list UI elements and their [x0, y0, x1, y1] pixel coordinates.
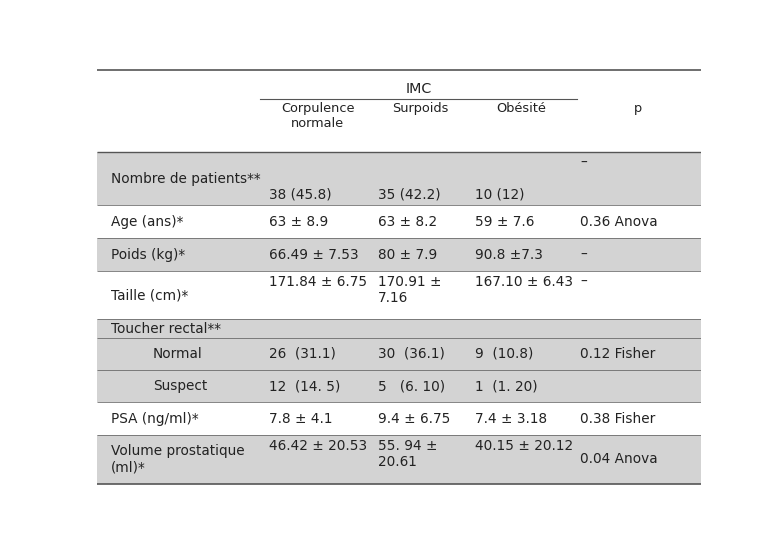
Text: 40.15 ± 20.12: 40.15 ± 20.12 [474, 438, 573, 453]
Text: 63 ± 8.2: 63 ± 8.2 [378, 215, 437, 229]
Text: Nombre de patients**: Nombre de patients** [111, 172, 260, 186]
Bar [97, 238, 701, 271]
Text: 38 (45.8): 38 (45.8) [270, 188, 332, 202]
Text: p: p [633, 102, 642, 115]
Text: Volume prostatique
(ml)*: Volume prostatique (ml)* [111, 444, 245, 475]
Text: 171.84 ± 6.75: 171.84 ± 6.75 [270, 275, 368, 289]
Bar [97, 152, 701, 205]
Text: 35 (42.2): 35 (42.2) [378, 188, 441, 202]
Text: 9  (10.8): 9 (10.8) [474, 347, 533, 361]
Text: Age (ans)*: Age (ans)* [111, 215, 183, 229]
Text: Toucher rectal**: Toucher rectal** [111, 322, 220, 336]
Text: 59 ± 7.6: 59 ± 7.6 [474, 215, 534, 229]
Text: Obésité: Obésité [496, 102, 546, 115]
Text: 12  (14. 5): 12 (14. 5) [270, 379, 340, 393]
Text: 66.49 ± 7.53: 66.49 ± 7.53 [270, 248, 359, 262]
Bar [97, 370, 701, 402]
Text: 0.12 Fisher: 0.12 Fisher [580, 347, 656, 361]
Bar [97, 70, 701, 152]
Text: Suspect: Suspect [153, 379, 207, 393]
Text: 7.8 ± 4.1: 7.8 ± 4.1 [270, 412, 333, 426]
Text: 30  (36.1): 30 (36.1) [378, 347, 445, 361]
Text: 170.91 ±
7.16: 170.91 ± 7.16 [378, 275, 442, 305]
Text: –: – [580, 248, 587, 262]
Text: 1  (1. 20): 1 (1. 20) [474, 379, 538, 393]
Text: 26  (31.1): 26 (31.1) [270, 347, 337, 361]
Text: Poids (kg)*: Poids (kg)* [111, 248, 185, 262]
Text: 0.38 Fisher: 0.38 Fisher [580, 412, 656, 426]
Text: 63 ± 8.9: 63 ± 8.9 [270, 215, 329, 229]
Bar [97, 271, 701, 319]
Text: –: – [580, 156, 587, 170]
Text: Taille (cm)*: Taille (cm)* [111, 288, 188, 302]
Text: 7.4 ± 3.18: 7.4 ± 3.18 [474, 412, 547, 426]
Bar [97, 338, 701, 370]
Bar [97, 319, 701, 338]
Text: 46.42 ± 20.53: 46.42 ± 20.53 [270, 438, 368, 453]
Text: 90.8 ±7.3: 90.8 ±7.3 [474, 248, 543, 262]
Text: 5   (6. 10): 5 (6. 10) [378, 379, 446, 393]
Text: –: – [580, 275, 587, 289]
Bar [97, 435, 701, 483]
Text: 80 ± 7.9: 80 ± 7.9 [378, 248, 437, 262]
Text: 55. 94 ±
20.61: 55. 94 ± 20.61 [378, 438, 438, 469]
Text: 0.36 Anova: 0.36 Anova [580, 215, 658, 229]
Text: Normal: Normal [153, 347, 203, 361]
Text: 0.04 Anova: 0.04 Anova [580, 453, 658, 466]
Text: IMC: IMC [406, 82, 432, 96]
Text: 10 (12): 10 (12) [474, 188, 524, 202]
Text: 9.4 ± 6.75: 9.4 ± 6.75 [378, 412, 450, 426]
Bar [97, 205, 701, 238]
Bar [97, 402, 701, 435]
Text: Corpulence
normale: Corpulence normale [281, 102, 354, 130]
Text: 167.10 ± 6.43: 167.10 ± 6.43 [474, 275, 573, 289]
Text: PSA (ng/ml)*: PSA (ng/ml)* [111, 412, 199, 426]
Text: Surpoids: Surpoids [392, 102, 449, 115]
